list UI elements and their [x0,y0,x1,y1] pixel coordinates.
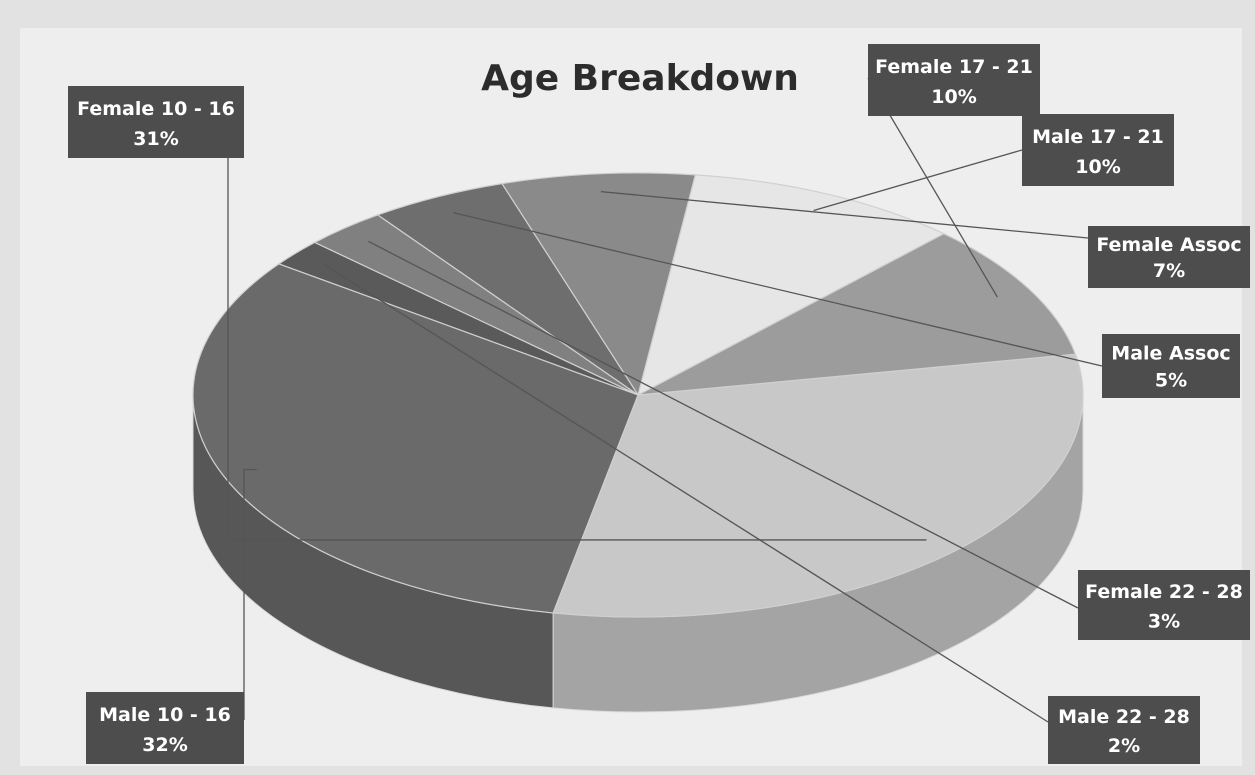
data-label-value: 7% [1153,260,1185,282]
data-label-box [1102,334,1240,398]
data-label-box [868,44,1040,116]
data-label-box [68,86,244,158]
leader-line [243,468,257,720]
data-label-category: Female Assoc [1096,234,1241,256]
leader-line [323,263,1049,723]
pie-slice [192,263,639,614]
data-label-box [1022,114,1174,186]
data-label-category: Male 17 - 21 [1032,126,1164,148]
data-label-category: Female 22 - 28 [1085,581,1243,603]
pie-slice [552,353,1084,618]
leader-line [453,212,1103,367]
data-label-category: Male 10 - 16 [99,704,231,726]
data-label-category: Male Assoc [1111,343,1230,365]
data-label-box [1048,696,1200,764]
data-label-value: 5% [1155,369,1187,391]
data-label-category: Female 10 - 16 [77,98,235,120]
data-label-value: 31% [133,128,178,150]
leader-line [813,149,1023,212]
leader-line [368,240,1079,609]
data-label-value: 32% [142,734,187,756]
pie-top [192,172,1084,618]
pie-slice [637,233,1077,396]
data-label-category: Male 22 - 28 [1058,706,1190,728]
data-label-box [86,692,244,764]
data-labels: Female 10 - 16 31% Female 17 - 21 10% Male 1… [68,44,1250,764]
data-label-value: 10% [931,86,976,108]
pie-slice [500,172,697,397]
chart-title: Age Breakdown [481,58,799,99]
leader-line [600,190,1089,239]
leader-line [227,158,927,541]
data-label-box [1078,570,1250,640]
data-label-value: 10% [1075,156,1120,178]
pie-slice [637,174,946,397]
data-label-box [1088,226,1250,288]
data-label-category: Female 17 - 21 [875,56,1033,78]
data-label-value: 3% [1148,610,1180,632]
data-label-value: 2% [1108,735,1140,757]
